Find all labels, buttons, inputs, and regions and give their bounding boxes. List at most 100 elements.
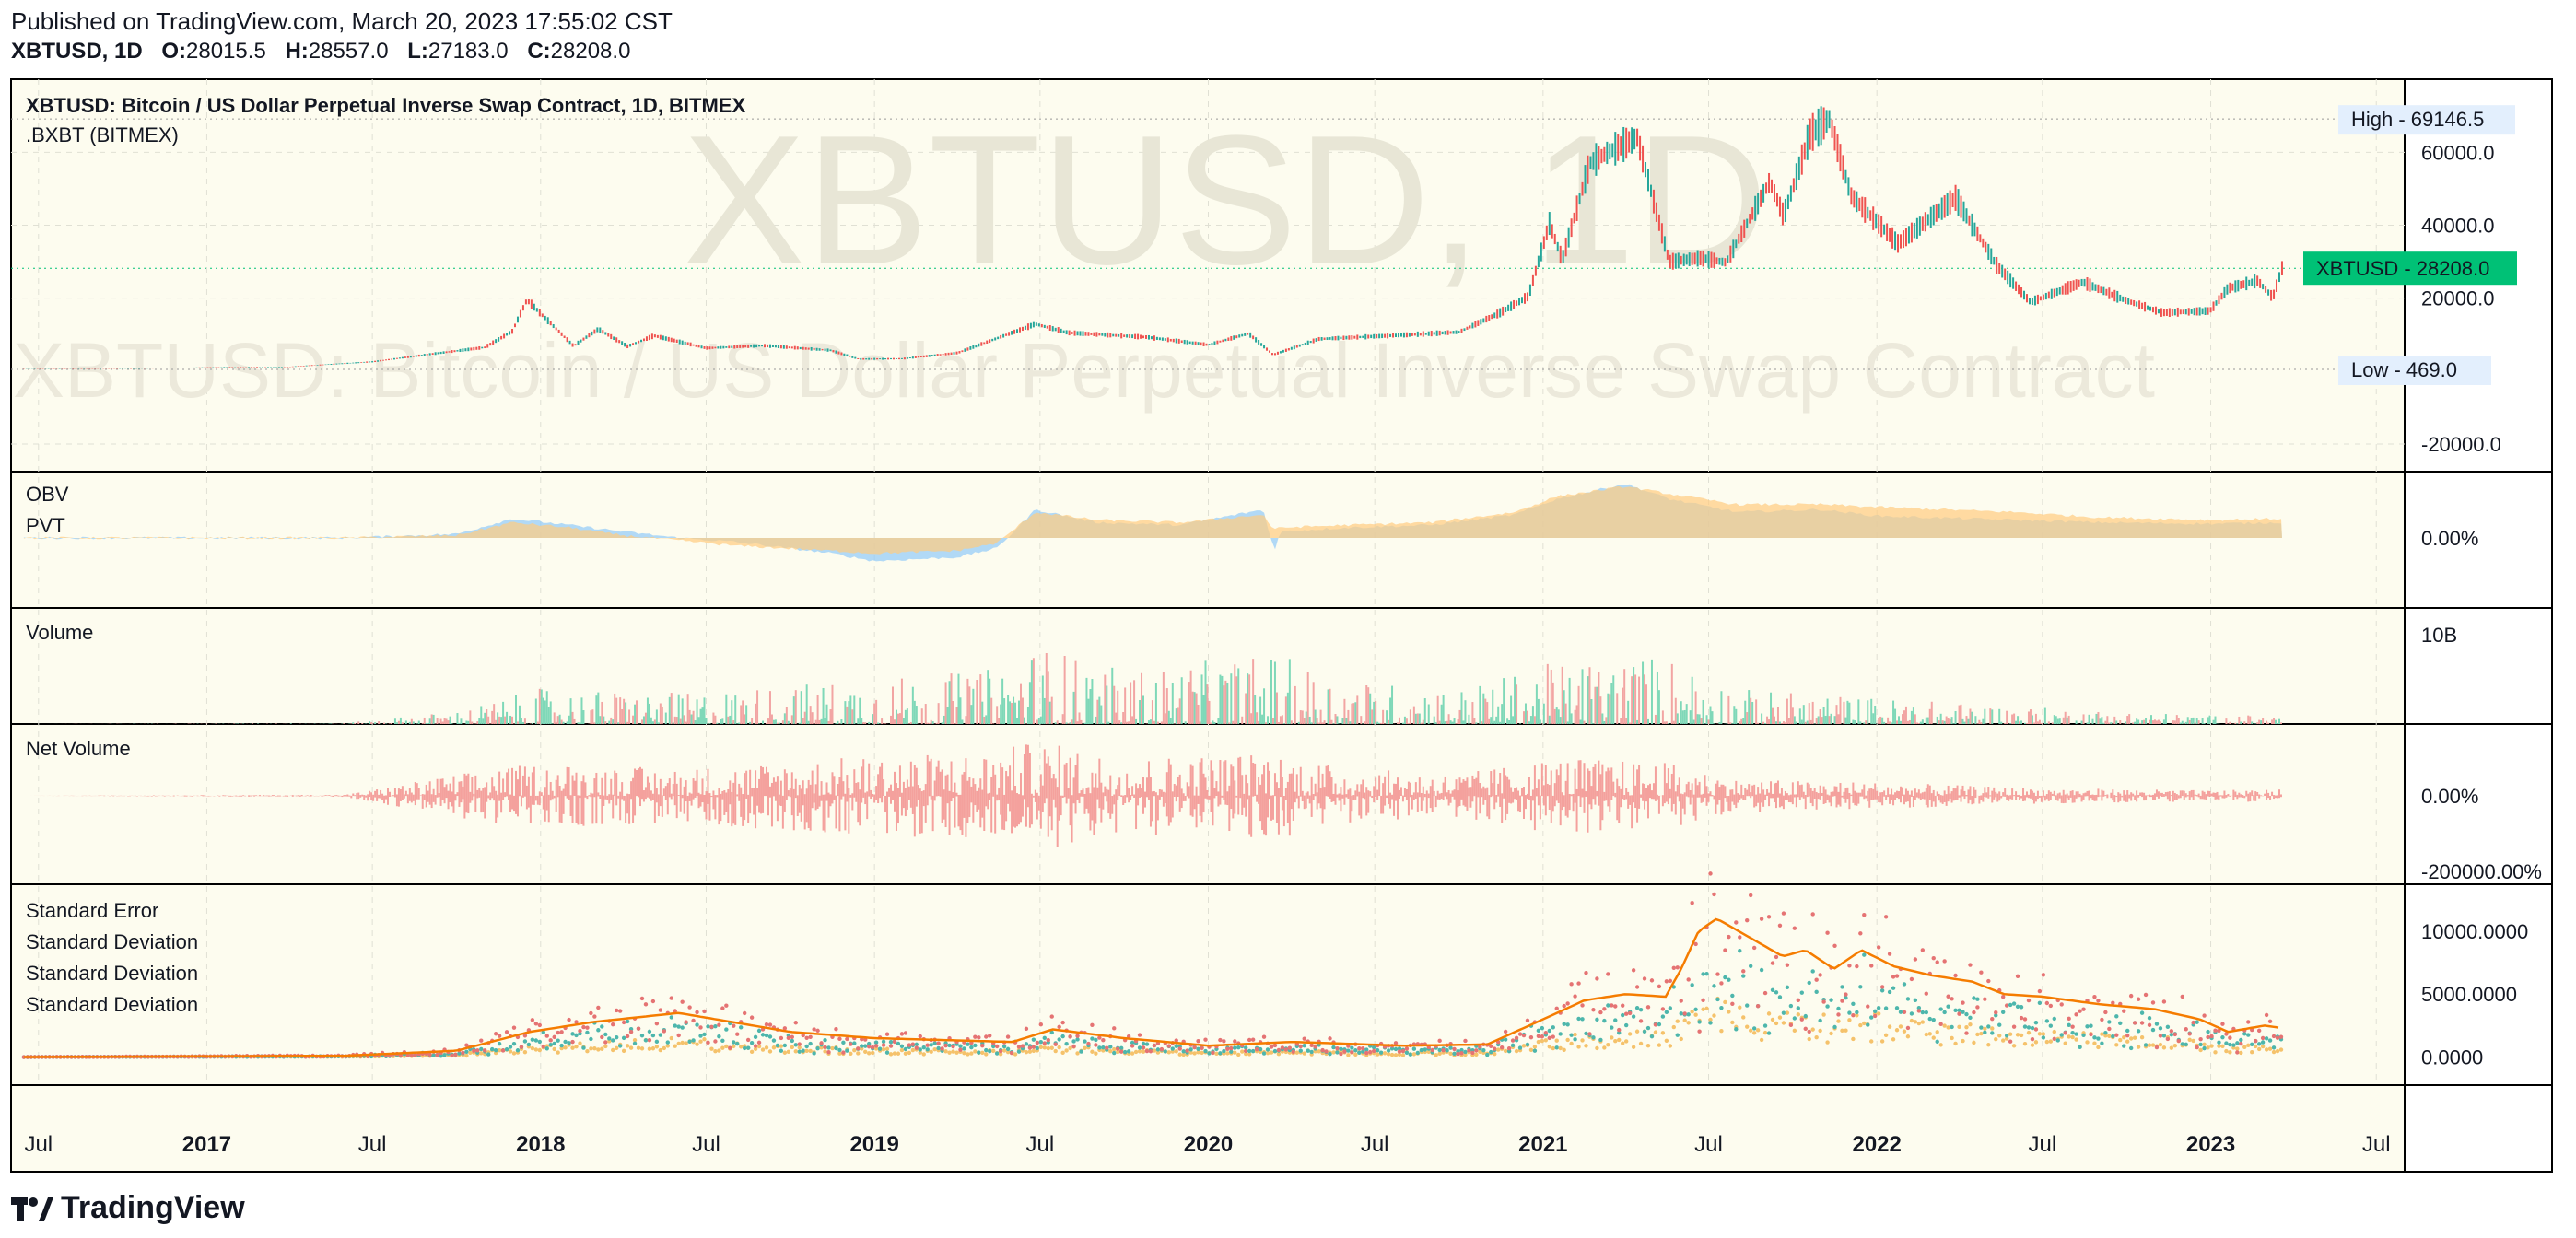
- std-dot: [1606, 972, 1610, 976]
- std-dot: [1844, 1028, 1848, 1033]
- std-dot: [918, 1047, 922, 1052]
- std-dot: [1799, 1017, 1804, 1022]
- std-dot: [1576, 1045, 1581, 1049]
- std-tick-label: 5000.0000: [2421, 983, 2517, 1006]
- std-dot: [779, 1035, 784, 1041]
- std-dot: [756, 1044, 762, 1049]
- std-dot: [1894, 1006, 1900, 1010]
- std-dot: [1459, 1047, 1464, 1053]
- std-dot: [1536, 1039, 1541, 1045]
- std-dot: [1693, 941, 1698, 947]
- std-dot: [724, 1044, 729, 1049]
- std-dot: [947, 1050, 952, 1055]
- std-dot: [600, 1034, 604, 1040]
- std-dot: [1748, 964, 1753, 968]
- std-dot: [1712, 1013, 1716, 1018]
- std-dot: [1174, 1049, 1178, 1054]
- std-dot: [698, 1025, 703, 1030]
- std-dot: [1905, 1025, 1911, 1031]
- std-dot: [745, 1045, 751, 1050]
- last-price-label: XBTUSD - 28208.0: [2316, 257, 2489, 280]
- std-dot: [1704, 1006, 1709, 1011]
- std-dot: [1097, 1035, 1102, 1040]
- std-dot: [1408, 1052, 1413, 1057]
- std-dot: [1261, 1034, 1267, 1039]
- std-dot: [662, 1045, 667, 1051]
- std-dot: [896, 1041, 901, 1046]
- std-dot: [1503, 1029, 1508, 1034]
- std-dot: [892, 1039, 897, 1045]
- std-dot: [1448, 1051, 1453, 1056]
- std-dot: [1503, 1048, 1508, 1054]
- std-dot: [1660, 1007, 1666, 1011]
- std-dot: [1057, 1045, 1061, 1050]
- std-dot: [790, 1034, 794, 1039]
- std-dot: [1456, 1051, 1460, 1057]
- std-dot: [479, 1038, 484, 1043]
- std-dot: [1229, 1045, 1234, 1051]
- std-dot: [921, 1045, 926, 1050]
- std-dot: [544, 1034, 549, 1038]
- std-dot: [870, 1045, 875, 1050]
- std-dot: [760, 1047, 766, 1052]
- std-dot: [1302, 1043, 1306, 1048]
- std-dot: [464, 1049, 469, 1055]
- std-dot: [1565, 1022, 1570, 1027]
- std-dot: [1287, 1045, 1293, 1050]
- std-dot: [706, 1040, 710, 1045]
- std-dot: [552, 1041, 556, 1046]
- std-dot: [632, 1037, 638, 1043]
- std-dot: [1016, 1045, 1022, 1049]
- std-dot: [1953, 1008, 1958, 1012]
- std-dot: [1821, 999, 1826, 1004]
- std-tick-label: 0.0000: [2421, 1046, 2483, 1069]
- std-dot: [888, 1052, 894, 1057]
- std-dot: [504, 1030, 509, 1034]
- std-dot: [1200, 1045, 1204, 1051]
- std-dot: [1818, 1028, 1822, 1034]
- std-dot: [1986, 978, 1991, 984]
- std-dot: [1276, 1047, 1282, 1053]
- std-dot: [1426, 1049, 1431, 1055]
- std-dot: [1942, 1010, 1947, 1015]
- std-dot: [907, 1043, 912, 1047]
- std-dot: [1218, 1037, 1223, 1043]
- std-dot: [556, 1038, 560, 1043]
- std-dot: [1371, 1048, 1376, 1054]
- std-dot: [1653, 1030, 1658, 1034]
- std-dot: [1686, 1021, 1691, 1025]
- std-dot: [1562, 1003, 1566, 1009]
- std-dot: [1738, 948, 1742, 953]
- std-dot: [578, 1028, 582, 1034]
- x-tick-label: Jul: [2029, 1132, 2057, 1157]
- std-dot: [1053, 1048, 1058, 1054]
- std-dot: [1569, 982, 1574, 987]
- std-dot: [1510, 1038, 1516, 1043]
- std-dot: [1924, 1010, 1928, 1015]
- std-dot: [702, 1009, 707, 1014]
- std-dot: [1642, 1029, 1647, 1034]
- std-dot: [1196, 1050, 1200, 1055]
- std-dot: [1324, 1049, 1329, 1054]
- std-dot: [533, 1038, 539, 1043]
- std-dot: [1576, 1016, 1581, 1022]
- std-dot: [1283, 1047, 1289, 1052]
- std-dot: [1891, 1037, 1896, 1042]
- std-dot: [680, 1025, 685, 1030]
- std-dot: [969, 1045, 974, 1050]
- std-dot: [596, 1047, 601, 1052]
- std-dot: [739, 1045, 744, 1049]
- std-dot: [687, 1039, 692, 1045]
- std-dot: [1130, 1051, 1135, 1056]
- std-dot: [1645, 1044, 1651, 1048]
- std-dot: [1049, 1045, 1054, 1050]
- std-dot: [845, 1048, 849, 1053]
- std-dot: [431, 1053, 436, 1058]
- std-dot: [1200, 1050, 1204, 1056]
- std-dot: [1400, 1053, 1406, 1057]
- std-dot: [1386, 1048, 1391, 1053]
- std-dot: [1528, 1047, 1534, 1052]
- std-dot: [834, 1027, 838, 1032]
- std-dot: [1697, 1029, 1702, 1034]
